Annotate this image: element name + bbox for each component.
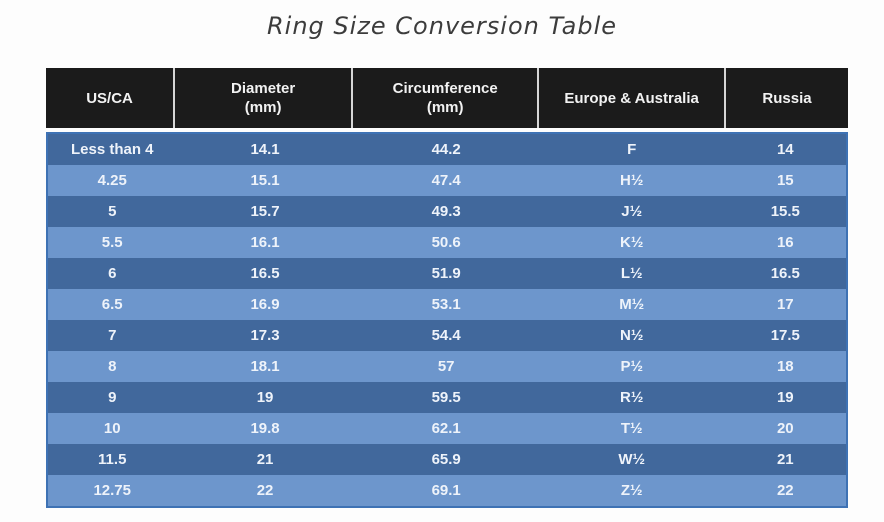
table-row: 5 15.7 49.3 J½ 15.5 [48, 196, 846, 227]
table-cell: 22 [256, 482, 274, 499]
column-label: Circumference [392, 80, 498, 97]
table-cell: 54.4 [431, 327, 461, 344]
table-cell: 19 [776, 389, 794, 406]
table-cell: Less than 4 [70, 141, 154, 158]
table-cell: J½ [621, 203, 643, 220]
table-cell: 59.5 [431, 389, 461, 406]
table-cell: 16.5 [770, 265, 800, 282]
table-cell: 8 [108, 358, 117, 375]
table-row: 11.5 21 65.9 W½ 21 [48, 444, 846, 475]
table-cell: 50.6 [431, 234, 461, 251]
column-unit: (mm) [426, 99, 464, 116]
column-unit: (mm) [244, 99, 282, 116]
table-cell: 65.9 [431, 451, 461, 468]
table-cell: 5 [108, 203, 117, 220]
column-label: Russia [762, 89, 812, 107]
table-cell: 9 [108, 389, 117, 406]
table-cell: 6 [108, 265, 117, 282]
table-cell: T½ [620, 420, 643, 437]
table-cell: 17.5 [770, 327, 800, 344]
table-cell: 69.1 [431, 482, 461, 499]
column-label: Europe & Australia [564, 89, 699, 107]
table-row: 8 18.1 57 P½ 18 [48, 351, 846, 382]
table-cell: 17 [776, 296, 794, 313]
table-row: 4.25 15.1 47.4 H½ 15 [48, 165, 846, 196]
column-header-russia: Russia [726, 68, 848, 128]
table-cell: K½ [620, 234, 644, 251]
table-header-row: US/CA Diameter (mm) Circumference (mm) Europe… [46, 68, 848, 128]
table-row: 5.5 16.1 50.6 K½ 16 [48, 227, 846, 258]
table-cell: 12.75 [93, 482, 131, 499]
table-cell: 21 [776, 451, 794, 468]
column-header-diameter: Diameter (mm) [175, 68, 354, 128]
table-cell: 15.5 [770, 203, 800, 220]
conversion-table: US/CA Diameter (mm) Circumference (mm) Europe… [46, 68, 848, 508]
table-cell: 19 [256, 389, 274, 406]
table-cell: 6.5 [101, 296, 123, 313]
table-cell: 16.5 [250, 265, 280, 282]
table-cell: R½ [620, 389, 644, 406]
table-row: 6.5 16.9 53.1 M½ 17 [48, 289, 846, 320]
table-cell: 62.1 [431, 420, 461, 437]
table-cell: 44.2 [431, 141, 461, 158]
table-cell: 18 [776, 358, 794, 375]
table-cell: P½ [620, 358, 643, 375]
column-header-europe-australia: Europe & Australia [539, 68, 727, 128]
table-cell: 53.1 [431, 296, 461, 313]
table-cell: 51.9 [431, 265, 461, 282]
table-cell: M½ [619, 296, 645, 313]
table-row: 9 19 59.5 R½ 19 [48, 382, 846, 413]
table-cell: 20 [776, 420, 794, 437]
table-cell: 15.1 [250, 172, 280, 189]
column-label: US/CA [86, 89, 133, 107]
table-cell: 21 [256, 451, 274, 468]
table-cell: 18.1 [250, 358, 280, 375]
table-row: 6 16.5 51.9 L½ 16.5 [48, 258, 846, 289]
table-cell: 11.5 [98, 451, 127, 468]
table-body: Less than 4 14.1 44.2 F 14 4.25 15.1 47.4 H½ 15 5 1… [46, 132, 848, 508]
table-cell: 16.1 [250, 234, 280, 251]
table-cell: 14 [776, 141, 794, 158]
column-header-circumference: Circumference (mm) [353, 68, 540, 128]
table-cell: 22 [776, 482, 794, 499]
table-row: 10 19.8 62.1 T½ 20 [48, 413, 846, 444]
table-cell: 16 [776, 234, 794, 251]
page-title: Ring Size Conversion Table [266, 12, 617, 40]
table-row: 7 17.3 54.4 N½ 17.5 [48, 320, 846, 351]
table-cell: W½ [618, 451, 646, 468]
table-cell: 49.3 [431, 203, 461, 220]
table-cell: H½ [620, 172, 644, 189]
table-cell: 17.3 [250, 327, 280, 344]
table-row: 12.75 22 69.1 Z½ 22 [48, 475, 846, 506]
column-label: Diameter [231, 80, 296, 97]
table-cell: 57 [437, 358, 455, 375]
table-cell: 5.5 [101, 234, 123, 251]
table-row: Less than 4 14.1 44.2 F 14 [48, 134, 846, 165]
table-cell: Z½ [620, 482, 643, 499]
table-cell: N½ [620, 327, 644, 344]
table-cell: 15 [776, 172, 794, 189]
table-cell: 47.4 [431, 172, 461, 189]
table-cell: 10 [103, 420, 121, 437]
table-cell: 14.1 [250, 141, 280, 158]
table-cell: L½ [620, 265, 643, 282]
column-header-us-ca: US/CA [46, 68, 176, 128]
table-cell: 7 [108, 327, 117, 344]
table-cell: 16.9 [250, 296, 280, 313]
table-cell: 15.7 [250, 203, 280, 220]
table-cell: 19.8 [250, 420, 280, 437]
table-cell: 4.25 [97, 172, 127, 189]
table-cell: F [627, 141, 637, 158]
